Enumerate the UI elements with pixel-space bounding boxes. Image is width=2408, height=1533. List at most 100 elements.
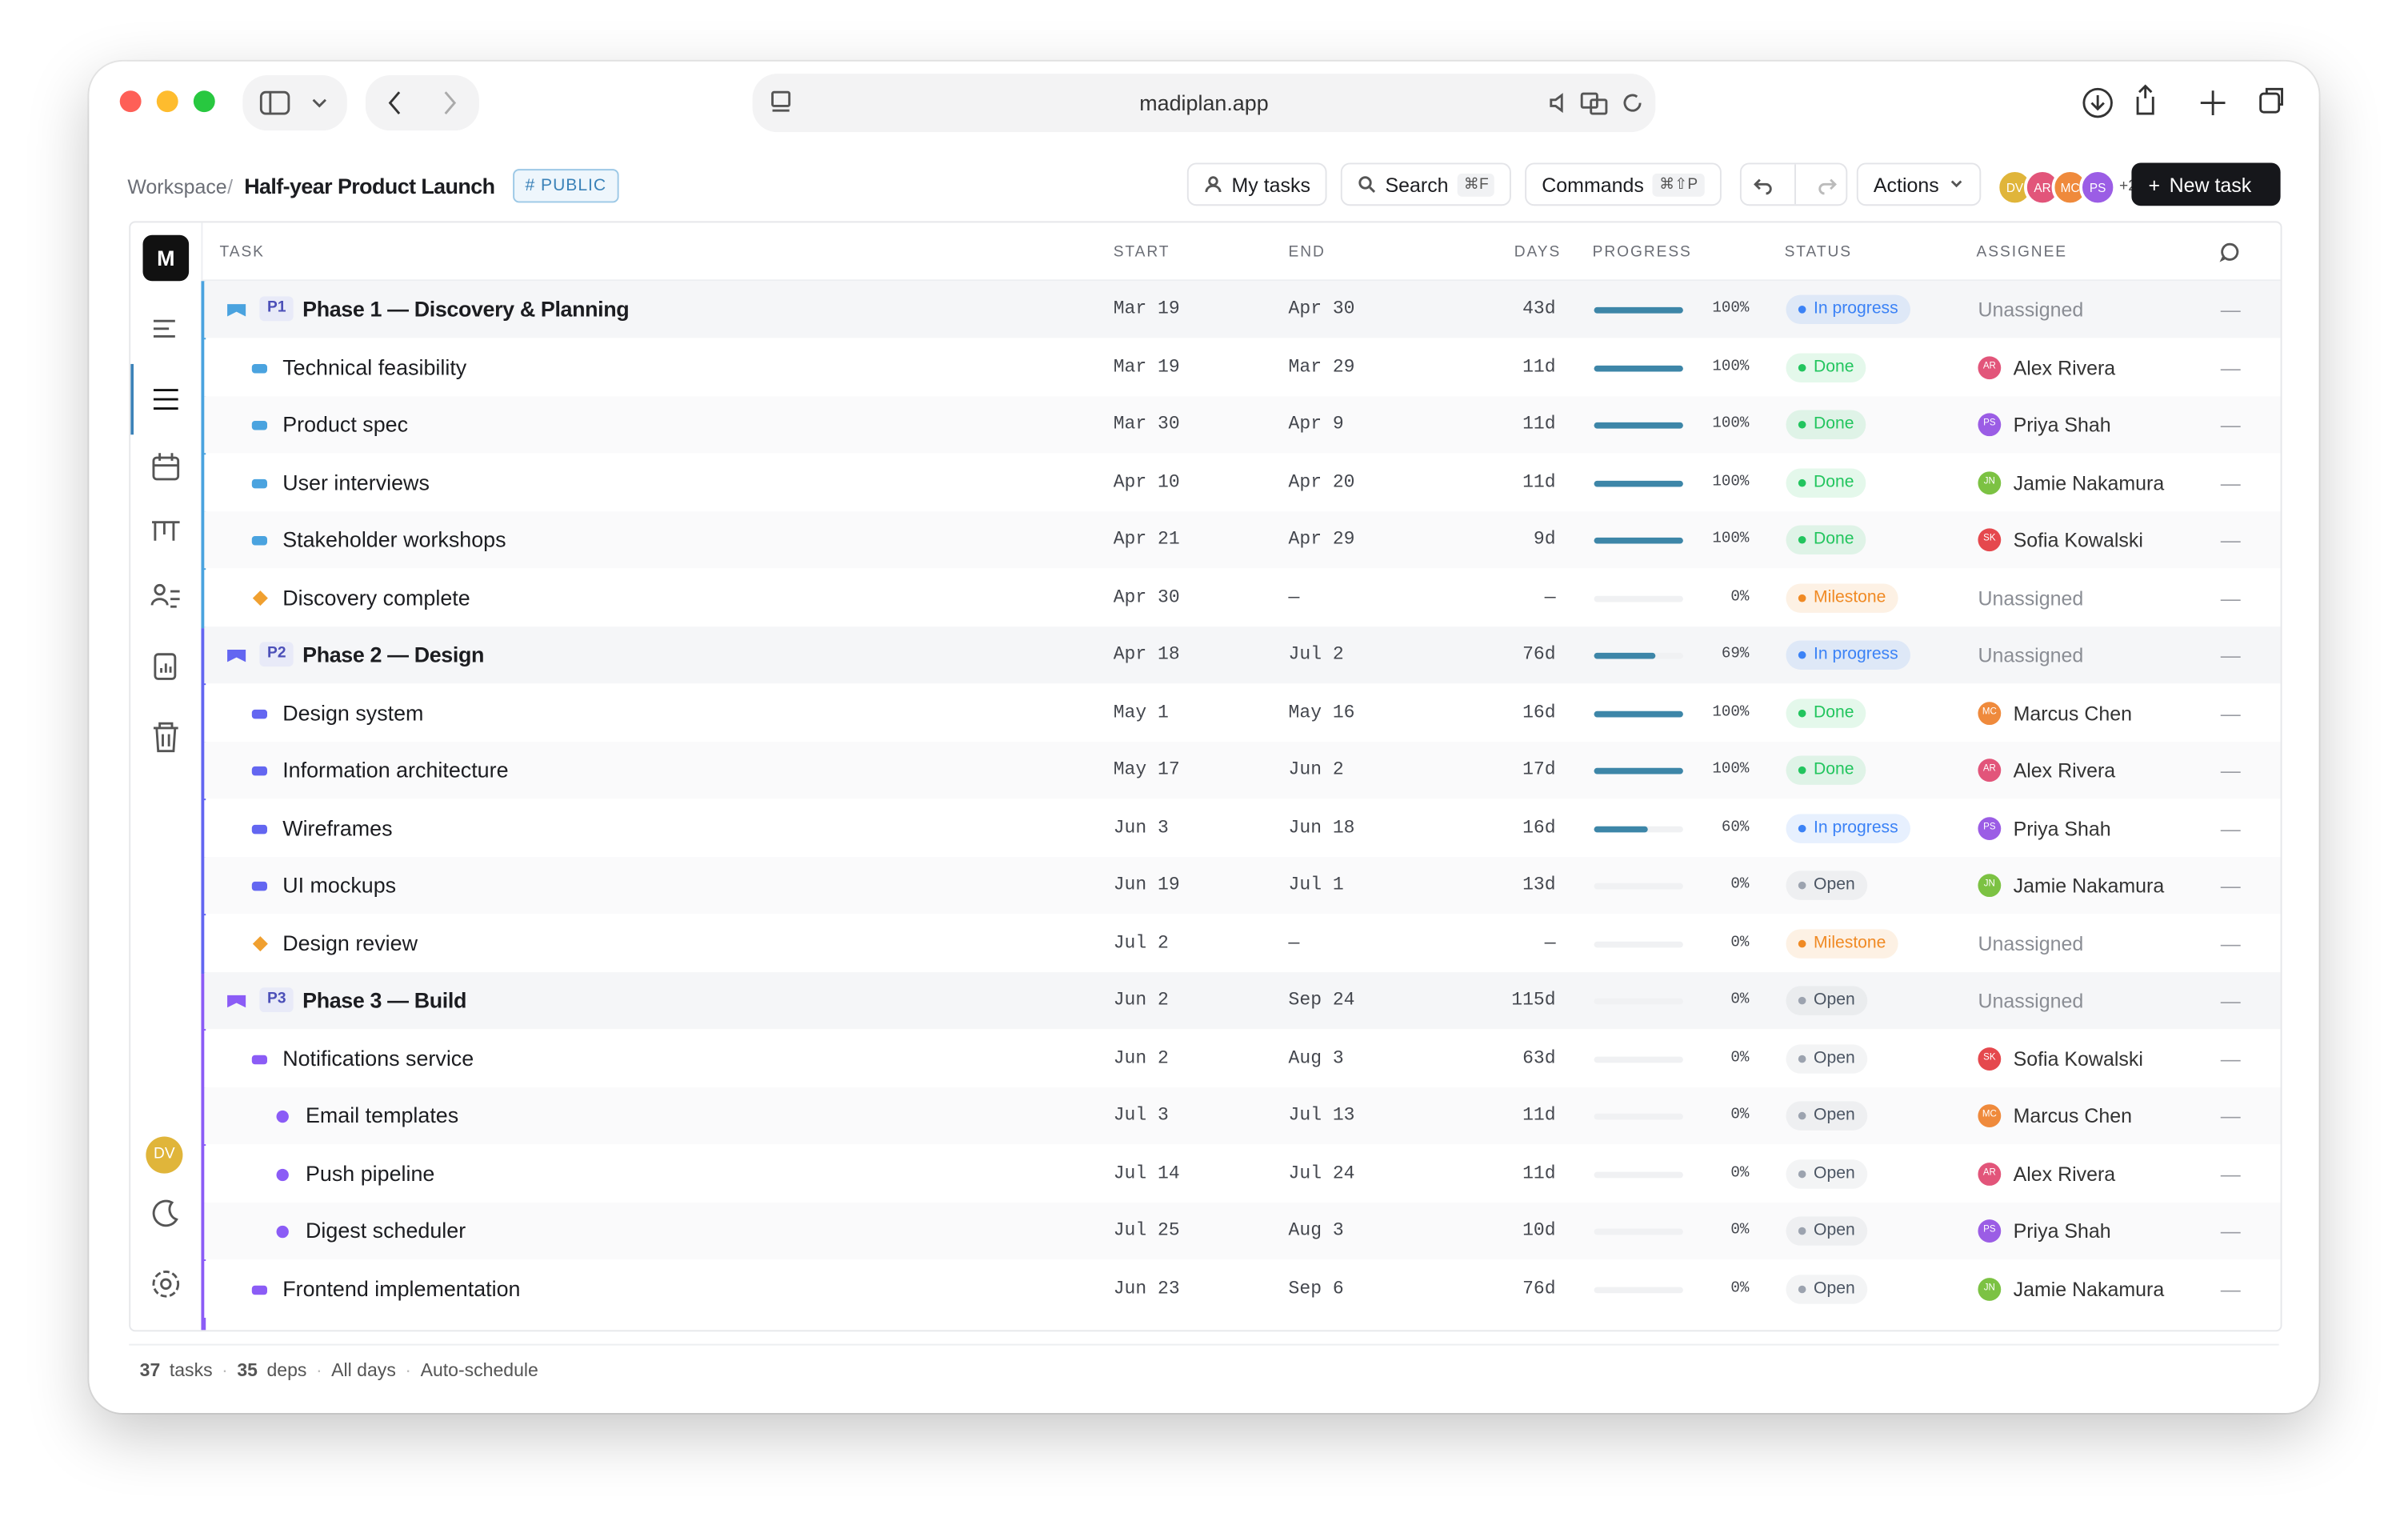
breadcrumb-root[interactable]: Workspace bbox=[127, 174, 227, 198]
start-date: Jun 2 bbox=[1113, 1047, 1169, 1069]
progress-bar bbox=[1594, 422, 1683, 429]
task-row[interactable]: P2 Phase 2 — Design Apr 18 Jul 2 76d 69% In pr… bbox=[204, 626, 2281, 684]
row-menu[interactable]: — bbox=[2220, 931, 2241, 955]
status-badge[interactable]: Open bbox=[1786, 1043, 1868, 1073]
status-badge[interactable]: Done bbox=[1786, 352, 1866, 382]
task-row[interactable]: UI mockups Jun 19 Jul 1 13d 0% Open JN Jamie Na… bbox=[204, 857, 2281, 915]
row-menu[interactable]: — bbox=[2220, 758, 2241, 783]
row-menu[interactable]: — bbox=[2220, 413, 2241, 437]
sidebar-icons[interactable] bbox=[130, 299, 201, 775]
progress-label: 100% bbox=[1712, 474, 1750, 491]
task-row[interactable]: P1 Phase 1 — Discovery & Planning Mar 19 Ap… bbox=[204, 281, 2281, 338]
row-menu[interactable]: — bbox=[2220, 701, 2241, 725]
task-row[interactable]: Technical feasibility Mar 19 Mar 29 11d 100%… bbox=[204, 338, 2281, 396]
new-task-button[interactable]: + New task bbox=[2131, 162, 2281, 206]
task-row[interactable]: Email templates Jul 3 Jul 13 11d 0% Open MC Mar… bbox=[204, 1087, 2281, 1145]
row-menu[interactable]: — bbox=[2220, 1104, 2241, 1127]
row-menu[interactable]: — bbox=[2220, 816, 2241, 840]
status-badge[interactable]: In progress bbox=[1786, 640, 1911, 670]
row-menu[interactable]: — bbox=[2220, 470, 2241, 494]
end-date: Sep 6 bbox=[1288, 1277, 1344, 1299]
status-badge[interactable]: Open bbox=[1786, 871, 1868, 900]
phase-icon bbox=[227, 649, 246, 662]
search-button[interactable]: Search ⌘F bbox=[1340, 162, 1512, 206]
assignee: Unassigned bbox=[1978, 643, 2084, 667]
address-bar[interactable]: madiplan.app bbox=[752, 74, 1656, 133]
task-row[interactable]: Design review Jul 2 — — 0% Milestone Unassigne… bbox=[204, 915, 2281, 972]
status-badge[interactable]: Done bbox=[1786, 698, 1866, 727]
status-dot bbox=[1798, 766, 1806, 775]
task-row[interactable]: Stakeholder workshops Apr 21 Apr 29 9d 100% D… bbox=[204, 511, 2281, 569]
comment-icon[interactable] bbox=[2219, 241, 2241, 262]
row-menu[interactable]: — bbox=[2220, 1162, 2241, 1185]
collaborators[interactable]: DV AR MC PS +2 bbox=[1996, 169, 2137, 206]
column-header: PROGRESS bbox=[1592, 244, 1692, 262]
status-badge[interactable]: Done bbox=[1786, 410, 1866, 440]
minimize-button[interactable] bbox=[156, 90, 178, 113]
shortcut: ⌘⇧P bbox=[1653, 172, 1704, 196]
progress-label: 0% bbox=[1730, 1165, 1750, 1183]
status-badge[interactable]: Open bbox=[1786, 986, 1868, 1015]
task-row[interactable]: Push pipeline Jul 14 Jul 24 11d 0% Open AR Alex… bbox=[204, 1145, 2281, 1203]
close-button[interactable] bbox=[119, 90, 142, 113]
sidebar-toggle[interactable] bbox=[242, 75, 347, 131]
nav-buttons[interactable] bbox=[365, 75, 479, 131]
task-row[interactable]: Design system May 1 May 16 16d 100% Done MC Mar… bbox=[204, 684, 2281, 742]
row-menu[interactable]: — bbox=[2220, 355, 2241, 379]
status-badge[interactable]: Open bbox=[1786, 1101, 1868, 1131]
commands-button[interactable]: Commands ⌘⇧P bbox=[1525, 162, 1721, 206]
task-row[interactable]: P3 Phase 3 — Build Jun 2 Sep 24 115d 0% Open Un… bbox=[204, 972, 2281, 1030]
end-date: Aug 3 bbox=[1288, 1219, 1344, 1242]
days-filter[interactable]: All days bbox=[331, 1359, 396, 1381]
task-row[interactable]: Frontend implementation Jun 23 Sep 6 76d 0% O… bbox=[204, 1260, 2281, 1318]
progress-label: 0% bbox=[1730, 1223, 1750, 1240]
status-badge[interactable]: Open bbox=[1786, 1159, 1868, 1188]
progress-track bbox=[1594, 998, 1683, 1005]
task-row[interactable]: Discovery complete Apr 30 — — 0% Milestone Una… bbox=[204, 569, 2281, 626]
status-badge[interactable]: Done bbox=[1786, 755, 1866, 785]
row-menu[interactable]: — bbox=[2220, 528, 2241, 552]
visibility-badge[interactable]: # PUBLIC bbox=[513, 169, 619, 203]
status-badge[interactable]: In progress bbox=[1786, 294, 1911, 325]
start-date: Mar 19 bbox=[1113, 298, 1180, 320]
my-tasks-button[interactable]: My tasks bbox=[1186, 162, 1328, 206]
divider bbox=[129, 1343, 2279, 1346]
row-menu[interactable]: — bbox=[2220, 989, 2241, 1013]
task-row[interactable]: Product spec Mar 30 Apr 9 11d 100% Done PS Priy… bbox=[204, 396, 2281, 454]
auto-schedule[interactable]: Auto-schedule bbox=[420, 1359, 538, 1381]
user-avatar[interactable]: DV bbox=[146, 1136, 183, 1174]
status-badge[interactable]: Milestone bbox=[1786, 582, 1898, 612]
task-row[interactable]: Digest scheduler Jul 25 Aug 3 10d 0% Open PS Pr… bbox=[204, 1203, 2281, 1260]
duration: — bbox=[1544, 586, 1556, 608]
row-menu[interactable]: — bbox=[2220, 1277, 2241, 1300]
undo-redo[interactable] bbox=[1739, 162, 1848, 206]
task-row[interactable]: Information architecture May 17 Jun 2 17d 10… bbox=[204, 742, 2281, 799]
row-menu[interactable]: — bbox=[2220, 874, 2241, 898]
status-badge[interactable]: Done bbox=[1786, 467, 1866, 497]
status-dot bbox=[1798, 1054, 1806, 1063]
row-menu[interactable]: — bbox=[2220, 298, 2241, 322]
task-row[interactable]: Notifications service Jun 2 Aug 3 63d 0% Open… bbox=[204, 1030, 2281, 1087]
assignee: Sofia Kowalski bbox=[2013, 1047, 2143, 1071]
toolbar-icons[interactable] bbox=[2054, 74, 2300, 132]
row-menu[interactable]: — bbox=[2220, 643, 2241, 667]
actions-button[interactable]: Actions bbox=[1856, 162, 1981, 206]
end-date: Apr 29 bbox=[1288, 528, 1355, 550]
task-icon bbox=[251, 1054, 268, 1064]
row-menu[interactable]: — bbox=[2220, 1219, 2241, 1243]
row-menu[interactable]: — bbox=[2220, 1047, 2241, 1071]
start-date: Apr 18 bbox=[1113, 643, 1180, 666]
logo[interactable]: M bbox=[142, 234, 190, 282]
status-badge[interactable]: Milestone bbox=[1786, 928, 1898, 958]
zoom-button[interactable] bbox=[193, 90, 215, 113]
sidebar-bottom-icons[interactable] bbox=[130, 1191, 201, 1314]
status-badge[interactable]: Open bbox=[1786, 1274, 1868, 1303]
status-badge[interactable]: Done bbox=[1786, 525, 1866, 554]
task-row[interactable]: User interviews Apr 10 Apr 20 11d 100% Done JN… bbox=[204, 454, 2281, 511]
task-row[interactable]: Wireframes Jun 3 Jun 18 16d 60% In progress PS… bbox=[204, 799, 2281, 857]
status-badge[interactable]: In progress bbox=[1786, 813, 1911, 843]
end-date: Apr 30 bbox=[1288, 298, 1355, 320]
status-badge[interactable]: Open bbox=[1786, 1216, 1868, 1246]
row-menu[interactable]: — bbox=[2220, 586, 2241, 610]
progress-label: 100% bbox=[1712, 762, 1750, 779]
